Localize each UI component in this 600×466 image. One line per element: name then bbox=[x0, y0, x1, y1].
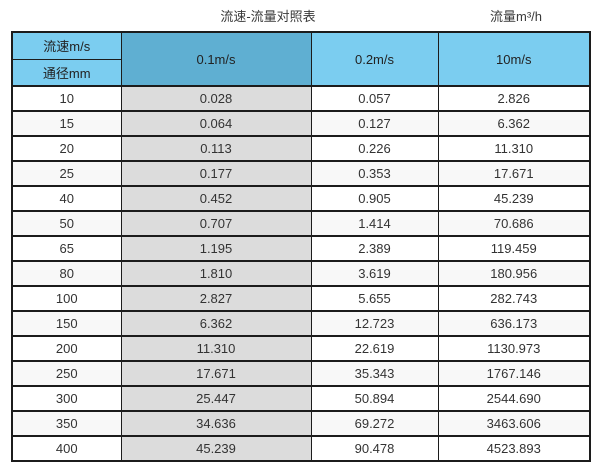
velocity-header-10: 10m/s bbox=[437, 31, 591, 87]
flow-value-cell: 3463.606 bbox=[437, 410, 591, 437]
flow-rate-table: 流速m/s 0.1m/s 0.2m/s 10m/s 通径mm 10 0.028 0.… bbox=[11, 31, 591, 462]
flow-value-cell: 17.671 bbox=[437, 160, 591, 187]
corner-diameter-label: 通径mm bbox=[11, 58, 122, 87]
flow-value-cell: 0.113 bbox=[120, 135, 312, 162]
table-row: 80 1.810 3.619 180.956 bbox=[11, 260, 591, 287]
diameter-cell: 20 bbox=[11, 135, 122, 162]
flow-value-cell: 12.723 bbox=[310, 310, 439, 337]
table-row: 250 17.671 35.343 1767.146 bbox=[11, 360, 591, 387]
flow-value-cell: 119.459 bbox=[437, 235, 591, 262]
flow-value-cell: 45.239 bbox=[120, 435, 312, 462]
diameter-cell: 40 bbox=[11, 185, 122, 212]
table-row: 350 34.636 69.272 3463.606 bbox=[11, 410, 591, 437]
flow-value-cell: 6.362 bbox=[120, 310, 312, 337]
flow-value-cell: 2544.690 bbox=[437, 385, 591, 412]
flow-value-cell: 11.310 bbox=[120, 335, 312, 362]
table-body: 10 0.028 0.057 2.826 15 0.064 0.127 6.362 20 0.11… bbox=[11, 85, 591, 462]
table-row: 200 11.310 22.619 1130.973 bbox=[11, 335, 591, 362]
diameter-cell: 50 bbox=[11, 210, 122, 237]
table-row: 40 0.452 0.905 45.239 bbox=[11, 185, 591, 212]
flow-value-cell: 1.810 bbox=[120, 260, 312, 287]
table-row: 65 1.195 2.389 119.459 bbox=[11, 235, 591, 262]
velocity-header-0-1: 0.1m/s bbox=[120, 31, 312, 87]
flow-value-cell: 2.389 bbox=[310, 235, 439, 262]
diameter-cell: 100 bbox=[11, 285, 122, 312]
diameter-cell: 200 bbox=[11, 335, 122, 362]
flow-value-cell: 0.057 bbox=[310, 85, 439, 112]
flow-value-cell: 5.655 bbox=[310, 285, 439, 312]
diameter-cell: 65 bbox=[11, 235, 122, 262]
flow-value-cell: 0.127 bbox=[310, 110, 439, 137]
flow-value-cell: 34.636 bbox=[120, 410, 312, 437]
flow-value-cell: 0.707 bbox=[120, 210, 312, 237]
flow-value-cell: 0.353 bbox=[310, 160, 439, 187]
table-row: 20 0.113 0.226 11.310 bbox=[11, 135, 591, 162]
flow-value-cell: 50.894 bbox=[310, 385, 439, 412]
flow-value-cell: 0.452 bbox=[120, 185, 312, 212]
title-bar: 流速-流量对照表 流量m³/h bbox=[0, 0, 600, 28]
table-row: 15 0.064 0.127 6.362 bbox=[11, 110, 591, 137]
diameter-cell: 250 bbox=[11, 360, 122, 387]
flow-value-cell: 35.343 bbox=[310, 360, 439, 387]
flow-unit-label: 流量m³/h bbox=[489, 9, 543, 24]
flow-value-cell: 90.478 bbox=[310, 435, 439, 462]
diameter-cell: 150 bbox=[11, 310, 122, 337]
flow-value-cell: 1130.973 bbox=[437, 335, 591, 362]
diameter-cell: 400 bbox=[11, 435, 122, 462]
flow-value-cell: 3.619 bbox=[310, 260, 439, 287]
flow-value-cell: 6.362 bbox=[437, 110, 591, 137]
flow-value-cell: 1767.146 bbox=[437, 360, 591, 387]
flow-value-cell: 0.028 bbox=[120, 85, 312, 112]
flow-value-cell: 70.686 bbox=[437, 210, 591, 237]
flow-value-cell: 0.905 bbox=[310, 185, 439, 212]
flow-value-cell: 282.743 bbox=[437, 285, 591, 312]
flow-value-cell: 0.226 bbox=[310, 135, 439, 162]
table-row: 400 45.239 90.478 4523.893 bbox=[11, 435, 591, 462]
flow-value-cell: 0.177 bbox=[120, 160, 312, 187]
table-row: 25 0.177 0.353 17.671 bbox=[11, 160, 591, 187]
table-row: 50 0.707 1.414 70.686 bbox=[11, 210, 591, 237]
diameter-cell: 25 bbox=[11, 160, 122, 187]
flow-value-cell: 25.447 bbox=[120, 385, 312, 412]
corner-velocity-label: 流速m/s bbox=[11, 31, 122, 60]
flow-value-cell: 2.827 bbox=[120, 285, 312, 312]
flow-value-cell: 2.826 bbox=[437, 85, 591, 112]
flow-value-cell: 69.272 bbox=[310, 410, 439, 437]
flow-value-cell: 1.195 bbox=[120, 235, 312, 262]
flow-value-cell: 22.619 bbox=[310, 335, 439, 362]
table-row: 300 25.447 50.894 2544.690 bbox=[11, 385, 591, 412]
flow-value-cell: 4523.893 bbox=[437, 435, 591, 462]
table-row: 100 2.827 5.655 282.743 bbox=[11, 285, 591, 312]
table-row: 150 6.362 12.723 636.173 bbox=[11, 310, 591, 337]
flow-value-cell: 1.414 bbox=[310, 210, 439, 237]
flow-value-cell: 11.310 bbox=[437, 135, 591, 162]
velocity-header-0-2: 0.2m/s bbox=[310, 31, 439, 87]
flow-value-cell: 45.239 bbox=[437, 185, 591, 212]
flow-value-cell: 17.671 bbox=[120, 360, 312, 387]
diameter-cell: 350 bbox=[11, 410, 122, 437]
flow-value-cell: 180.956 bbox=[437, 260, 591, 287]
table-header: 流速m/s 0.1m/s 0.2m/s 10m/s 通径mm bbox=[11, 31, 591, 87]
flow-value-cell: 0.064 bbox=[120, 110, 312, 137]
page-title: 流速-流量对照表 bbox=[220, 9, 316, 24]
diameter-cell: 300 bbox=[11, 385, 122, 412]
flow-value-cell: 636.173 bbox=[437, 310, 591, 337]
diameter-cell: 10 bbox=[11, 85, 122, 112]
diameter-cell: 15 bbox=[11, 110, 122, 137]
diameter-cell: 80 bbox=[11, 260, 122, 287]
table-row: 10 0.028 0.057 2.826 bbox=[11, 85, 591, 112]
